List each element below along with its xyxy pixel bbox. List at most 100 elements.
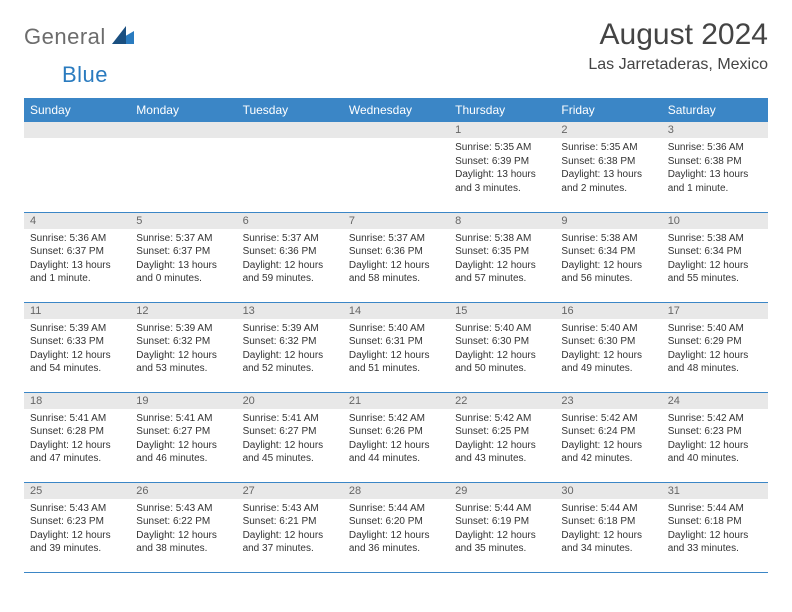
day-number [343,122,449,138]
day-details: Sunrise: 5:40 AMSunset: 6:30 PMDaylight:… [449,319,555,380]
calendar-body: 1Sunrise: 5:35 AMSunset: 6:39 PMDaylight… [24,122,768,572]
daylight-text: Daylight: 12 hours and 49 minutes. [561,349,655,376]
sunset-text: Sunset: 6:34 PM [668,245,762,259]
calendar-cell: 18Sunrise: 5:41 AMSunset: 6:28 PMDayligh… [24,392,130,482]
day-details: Sunrise: 5:39 AMSunset: 6:32 PMDaylight:… [130,319,236,380]
sunrise-text: Sunrise: 5:40 AM [349,322,443,336]
day-number: 10 [662,213,768,229]
sunrise-text: Sunrise: 5:42 AM [455,412,549,426]
day-number: 16 [555,303,661,319]
day-details: Sunrise: 5:43 AMSunset: 6:21 PMDaylight:… [237,499,343,560]
daylight-text: Daylight: 12 hours and 48 minutes. [668,349,762,376]
day-details [237,138,343,145]
calendar-head: SundayMondayTuesdayWednesdayThursdayFrid… [24,98,768,122]
day-details: Sunrise: 5:38 AMSunset: 6:34 PMDaylight:… [555,229,661,290]
calendar-cell: 8Sunrise: 5:38 AMSunset: 6:35 PMDaylight… [449,212,555,302]
calendar-cell: 30Sunrise: 5:44 AMSunset: 6:18 PMDayligh… [555,482,661,572]
sunset-text: Sunset: 6:37 PM [136,245,230,259]
day-details: Sunrise: 5:38 AMSunset: 6:35 PMDaylight:… [449,229,555,290]
sunset-text: Sunset: 6:39 PM [455,155,549,169]
day-number: 6 [237,213,343,229]
calendar-week: 1Sunrise: 5:35 AMSunset: 6:39 PMDaylight… [24,122,768,212]
sunset-text: Sunset: 6:30 PM [561,335,655,349]
sunrise-text: Sunrise: 5:44 AM [668,502,762,516]
sunset-text: Sunset: 6:27 PM [136,425,230,439]
sunset-text: Sunset: 6:28 PM [30,425,124,439]
day-details: Sunrise: 5:43 AMSunset: 6:23 PMDaylight:… [24,499,130,560]
day-number: 7 [343,213,449,229]
day-details: Sunrise: 5:37 AMSunset: 6:37 PMDaylight:… [130,229,236,290]
calendar-cell: 25Sunrise: 5:43 AMSunset: 6:23 PMDayligh… [24,482,130,572]
sunrise-text: Sunrise: 5:37 AM [349,232,443,246]
day-number [237,122,343,138]
day-details: Sunrise: 5:39 AMSunset: 6:32 PMDaylight:… [237,319,343,380]
month-title: August 2024 [588,18,768,52]
sunrise-text: Sunrise: 5:41 AM [30,412,124,426]
calendar-cell: 11Sunrise: 5:39 AMSunset: 6:33 PMDayligh… [24,302,130,392]
day-details: Sunrise: 5:41 AMSunset: 6:28 PMDaylight:… [24,409,130,470]
calendar-cell: 14Sunrise: 5:40 AMSunset: 6:31 PMDayligh… [343,302,449,392]
sunrise-text: Sunrise: 5:36 AM [668,141,762,155]
calendar-cell [343,122,449,212]
sunset-text: Sunset: 6:20 PM [349,515,443,529]
day-details [24,138,130,145]
daylight-text: Daylight: 12 hours and 35 minutes. [455,529,549,556]
calendar-week: 4Sunrise: 5:36 AMSunset: 6:37 PMDaylight… [24,212,768,302]
day-number: 24 [662,393,768,409]
daylight-text: Daylight: 12 hours and 59 minutes. [243,259,337,286]
daylight-text: Daylight: 13 hours and 1 minute. [30,259,124,286]
day-details [343,138,449,145]
calendar-cell: 5Sunrise: 5:37 AMSunset: 6:37 PMDaylight… [130,212,236,302]
daylight-text: Daylight: 12 hours and 39 minutes. [30,529,124,556]
daylight-text: Daylight: 12 hours and 50 minutes. [455,349,549,376]
daylight-text: Daylight: 12 hours and 58 minutes. [349,259,443,286]
sunset-text: Sunset: 6:36 PM [349,245,443,259]
sunset-text: Sunset: 6:18 PM [561,515,655,529]
day-details: Sunrise: 5:44 AMSunset: 6:18 PMDaylight:… [662,499,768,560]
brand-part1: General [24,24,106,50]
sunset-text: Sunset: 6:18 PM [668,515,762,529]
calendar-cell: 17 Sunrise: 5:40 AMSunset: 6:29 PMDayligh… [662,302,768,392]
calendar-week: 11Sunrise: 5:39 AMSunset: 6:33 PMDayligh… [24,302,768,392]
day-details: Sunrise: 5:42 AMSunset: 6:23 PMDaylight:… [662,409,768,470]
weekday-row: SundayMondayTuesdayWednesdayThursdayFrid… [24,98,768,122]
weekday-header: Tuesday [237,98,343,122]
daylight-text: Daylight: 12 hours and 47 minutes. [30,439,124,466]
sunset-text: Sunset: 6:29 PM [668,335,762,349]
day-details: Sunrise: 5:44 AMSunset: 6:20 PMDaylight:… [343,499,449,560]
daylight-text: Daylight: 12 hours and 34 minutes. [561,529,655,556]
brand-logo: General [24,24,140,50]
day-number: 1 [449,122,555,138]
calendar-cell: 27Sunrise: 5:43 AMSunset: 6:21 PMDayligh… [237,482,343,572]
sunset-text: Sunset: 6:22 PM [136,515,230,529]
day-details: Sunrise: 5:40 AMSunset: 6:30 PMDaylight:… [555,319,661,380]
sunrise-text: Sunrise: 5:40 AM [668,322,762,336]
day-details: Sunrise: 5:44 AMSunset: 6:19 PMDaylight:… [449,499,555,560]
day-number: 25 [24,483,130,499]
sunset-text: Sunset: 6:38 PM [668,155,762,169]
sunrise-text: Sunrise: 5:42 AM [349,412,443,426]
day-details: Sunrise: 5:42 AMSunset: 6:25 PMDaylight:… [449,409,555,470]
daylight-text: Daylight: 12 hours and 52 minutes. [243,349,337,376]
sunset-text: Sunset: 6:26 PM [349,425,443,439]
daylight-text: Daylight: 13 hours and 0 minutes. [136,259,230,286]
day-number: 17 [662,303,768,319]
sunrise-text: Sunrise: 5:40 AM [561,322,655,336]
sunrise-text: Sunrise: 5:44 AM [455,502,549,516]
daylight-text: Daylight: 12 hours and 45 minutes. [243,439,337,466]
sunset-text: Sunset: 6:34 PM [561,245,655,259]
daylight-text: Daylight: 12 hours and 51 minutes. [349,349,443,376]
calendar-cell: 20Sunrise: 5:41 AMSunset: 6:27 PMDayligh… [237,392,343,482]
day-details: Sunrise: 5:40 AMSunset: 6:31 PMDaylight:… [343,319,449,380]
sunset-text: Sunset: 6:19 PM [455,515,549,529]
daylight-text: Daylight: 12 hours and 37 minutes. [243,529,337,556]
sunrise-text: Sunrise: 5:39 AM [30,322,124,336]
day-number: 27 [237,483,343,499]
day-details: Sunrise: 5:41 AMSunset: 6:27 PMDaylight:… [237,409,343,470]
day-number: 13 [237,303,343,319]
day-number: 21 [343,393,449,409]
sunrise-text: Sunrise: 5:43 AM [136,502,230,516]
weekday-header: Thursday [449,98,555,122]
daylight-text: Daylight: 12 hours and 46 minutes. [136,439,230,466]
sunset-text: Sunset: 6:25 PM [455,425,549,439]
